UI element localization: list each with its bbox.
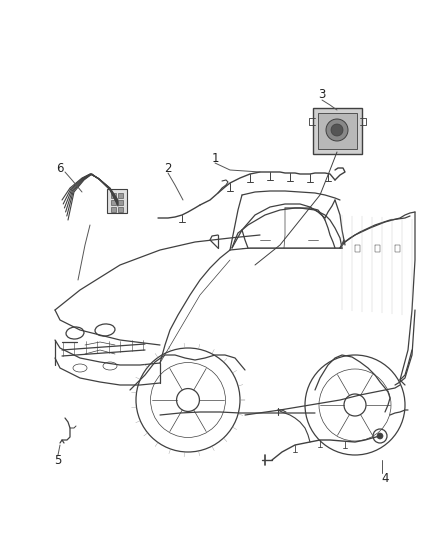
Text: 4: 4 [381, 472, 389, 484]
Bar [111, 200, 116, 205]
Text: 5: 5 [54, 454, 62, 466]
Bar [111, 207, 116, 212]
FancyBboxPatch shape [313, 108, 362, 154]
FancyBboxPatch shape [318, 113, 357, 149]
Circle shape [331, 124, 343, 136]
FancyBboxPatch shape [107, 189, 127, 213]
Text: 1: 1 [211, 151, 219, 165]
Bar [118, 200, 123, 205]
Text: 6: 6 [56, 161, 64, 174]
Text: 2: 2 [164, 161, 172, 174]
Circle shape [326, 119, 348, 141]
Bar [118, 207, 123, 212]
Bar [118, 193, 123, 198]
Circle shape [377, 433, 383, 439]
Bar [111, 193, 116, 198]
Text: 3: 3 [318, 88, 326, 101]
